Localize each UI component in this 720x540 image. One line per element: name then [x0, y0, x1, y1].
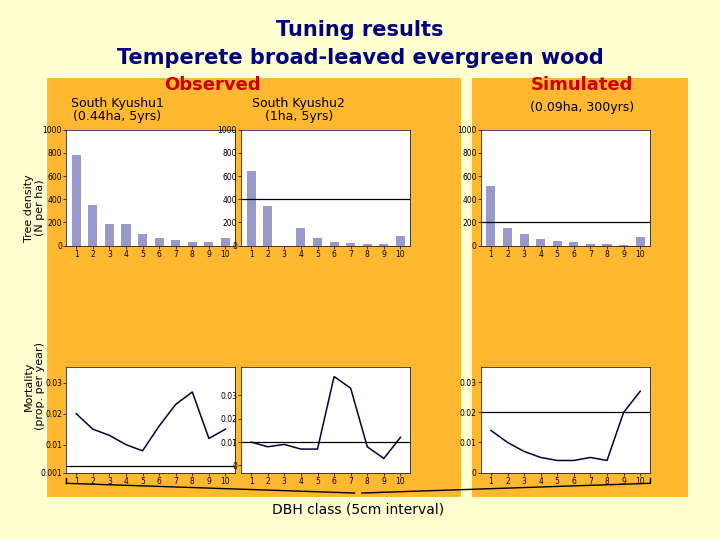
Text: DBH class (5cm interval): DBH class (5cm interval) [272, 502, 444, 516]
Text: (0.09ha, 300yrs): (0.09ha, 300yrs) [530, 102, 634, 114]
Text: Temperete broad-leaved evergreen wood: Temperete broad-leaved evergreen wood [117, 48, 603, 68]
Text: Mortality
(prop. per year): Mortality (prop. per year) [24, 342, 45, 430]
Bar [71, 155, 81, 246]
Text: South Kyushu2: South Kyushu2 [253, 97, 345, 110]
Bar [122, 224, 130, 246]
Text: Observed: Observed [164, 76, 261, 94]
Bar [586, 244, 595, 246]
Bar [264, 206, 272, 246]
Bar [603, 244, 611, 246]
Bar [89, 205, 97, 246]
Bar [221, 238, 230, 246]
Bar [313, 238, 322, 246]
Text: (0.44ha, 5yrs): (0.44ha, 5yrs) [73, 110, 161, 123]
Bar [346, 243, 355, 246]
Bar [246, 171, 256, 246]
Bar [570, 242, 578, 246]
Bar [138, 234, 147, 246]
Text: Simulated: Simulated [531, 76, 633, 94]
Bar [188, 242, 197, 246]
Text: South Kyushu1: South Kyushu1 [71, 97, 163, 110]
Bar [171, 240, 180, 246]
Bar [553, 241, 562, 246]
Bar [155, 238, 163, 246]
Bar [503, 228, 512, 246]
Bar [379, 244, 388, 246]
Bar [330, 241, 338, 246]
Bar [486, 186, 495, 246]
Text: (1ha, 5yrs): (1ha, 5yrs) [265, 110, 333, 123]
Bar [105, 224, 114, 246]
Bar [297, 228, 305, 246]
Text: Tuning results: Tuning results [276, 19, 444, 40]
Bar [363, 244, 372, 246]
Bar [520, 233, 528, 246]
Bar [204, 242, 213, 246]
Bar [619, 245, 628, 246]
Bar [396, 237, 405, 246]
Text: Tree density
(N per ha): Tree density (N per ha) [24, 174, 45, 242]
Bar [536, 239, 545, 246]
Bar [636, 237, 645, 246]
